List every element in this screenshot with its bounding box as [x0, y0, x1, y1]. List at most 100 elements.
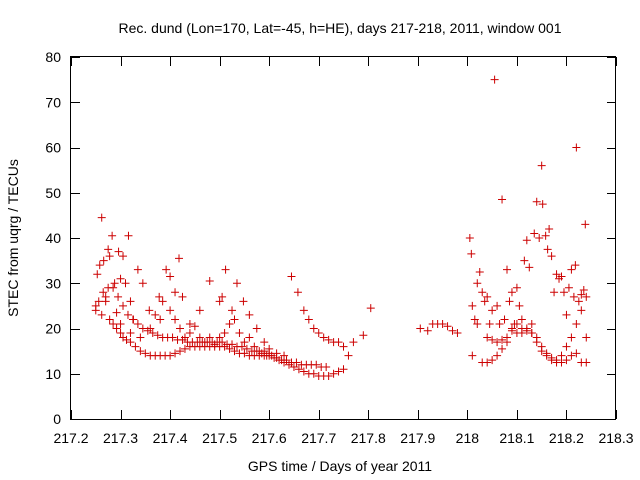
- data-point: [557, 272, 566, 281]
- data-point: [319, 333, 328, 342]
- data-point: [423, 326, 432, 335]
- data-point: [366, 304, 375, 313]
- data-point: [498, 344, 507, 353]
- data-point: [537, 161, 546, 170]
- data-point: [582, 333, 591, 342]
- y-tick-label: 0: [53, 411, 61, 427]
- data-point: [289, 362, 298, 371]
- data-point: [190, 322, 199, 331]
- data-point: [168, 333, 177, 342]
- data-point: [541, 231, 550, 240]
- data-point: [579, 286, 588, 295]
- data-point: [176, 324, 184, 333]
- data-point: [133, 319, 142, 328]
- data-point: [133, 265, 142, 274]
- data-point: [552, 356, 561, 365]
- data-point: [485, 319, 494, 328]
- data-point: [572, 143, 581, 152]
- data-point: [158, 297, 167, 306]
- data-point: [473, 319, 482, 328]
- data-point: [488, 306, 497, 315]
- data-point: [299, 367, 308, 376]
- data-point: [505, 297, 514, 306]
- y-tick-label: 60: [45, 140, 61, 156]
- data-point: [547, 353, 556, 362]
- data-point: [453, 329, 462, 338]
- data-point: [153, 331, 162, 340]
- data-point: [493, 351, 502, 360]
- data-point: [240, 349, 249, 358]
- data-point: [97, 213, 106, 222]
- data-point: [517, 329, 526, 338]
- data-point: [131, 342, 140, 351]
- data-point: [245, 310, 254, 319]
- data-point: [99, 288, 108, 297]
- data-point: [465, 234, 474, 242]
- data-point: [480, 297, 489, 306]
- data-point: [221, 265, 230, 274]
- data-point: [220, 329, 229, 338]
- data-point: [527, 329, 536, 338]
- data-point: [550, 288, 559, 297]
- data-point: [309, 369, 318, 378]
- data-point: [495, 319, 504, 328]
- data-point: [240, 338, 249, 347]
- data-point: [109, 283, 118, 292]
- data-point: [564, 283, 573, 292]
- x-axis: 217.2 217.3 217.4 217.5 217.6 217.7 217.8 217.9…: [53, 57, 634, 446]
- data-point: [218, 338, 227, 347]
- data-point: [114, 247, 123, 256]
- data-point: [522, 324, 531, 333]
- y-axis-title: STEC from uqrg / TECUs: [5, 159, 21, 317]
- data-point: [500, 315, 509, 324]
- data-point: [119, 301, 128, 310]
- y-tick-label: 80: [45, 49, 61, 65]
- data-point: [448, 326, 457, 335]
- data-point: [312, 360, 321, 369]
- data-point: [543, 245, 552, 254]
- x-tick-label: 217.8: [351, 430, 386, 446]
- data-point: [105, 315, 114, 324]
- data-point: [517, 315, 526, 324]
- data-point: [582, 358, 591, 367]
- data-point: [532, 197, 541, 206]
- data-point: [349, 338, 358, 347]
- data-point: [230, 315, 239, 324]
- data-point: [574, 297, 583, 306]
- data-point: [572, 349, 581, 358]
- data-point: [280, 351, 289, 360]
- data-point: [215, 297, 224, 306]
- data-point: [532, 338, 541, 347]
- data-point: [228, 340, 237, 349]
- data-point: [265, 349, 274, 358]
- data-point: [569, 292, 578, 301]
- data-point: [530, 229, 539, 238]
- data-point: [292, 358, 301, 367]
- data-point: [272, 353, 281, 362]
- data-point: [562, 356, 571, 365]
- data-point: [97, 310, 106, 319]
- data-point: [334, 367, 343, 376]
- data-point: [438, 319, 447, 328]
- y-axis: 0 10 20 30 40 50 60 70 80: [45, 49, 616, 427]
- data-point: [116, 319, 125, 328]
- data-point: [527, 319, 536, 328]
- data-point: [171, 349, 180, 358]
- data-point: [136, 333, 145, 342]
- data-point: [215, 333, 224, 342]
- data-point: [245, 333, 254, 342]
- data-point: [324, 335, 333, 344]
- data-point: [324, 372, 333, 381]
- data-point: [110, 279, 119, 288]
- data-point: [205, 276, 214, 285]
- data-point: [218, 292, 227, 301]
- data-point: [537, 342, 546, 351]
- data-point: [545, 224, 554, 233]
- data-point: [91, 306, 100, 315]
- data-point: [171, 315, 180, 324]
- data-point: [483, 292, 492, 301]
- data-point: [126, 329, 135, 338]
- data-point: [148, 329, 157, 338]
- x-tick-label: 217.7: [301, 430, 336, 446]
- data-point: [99, 256, 108, 265]
